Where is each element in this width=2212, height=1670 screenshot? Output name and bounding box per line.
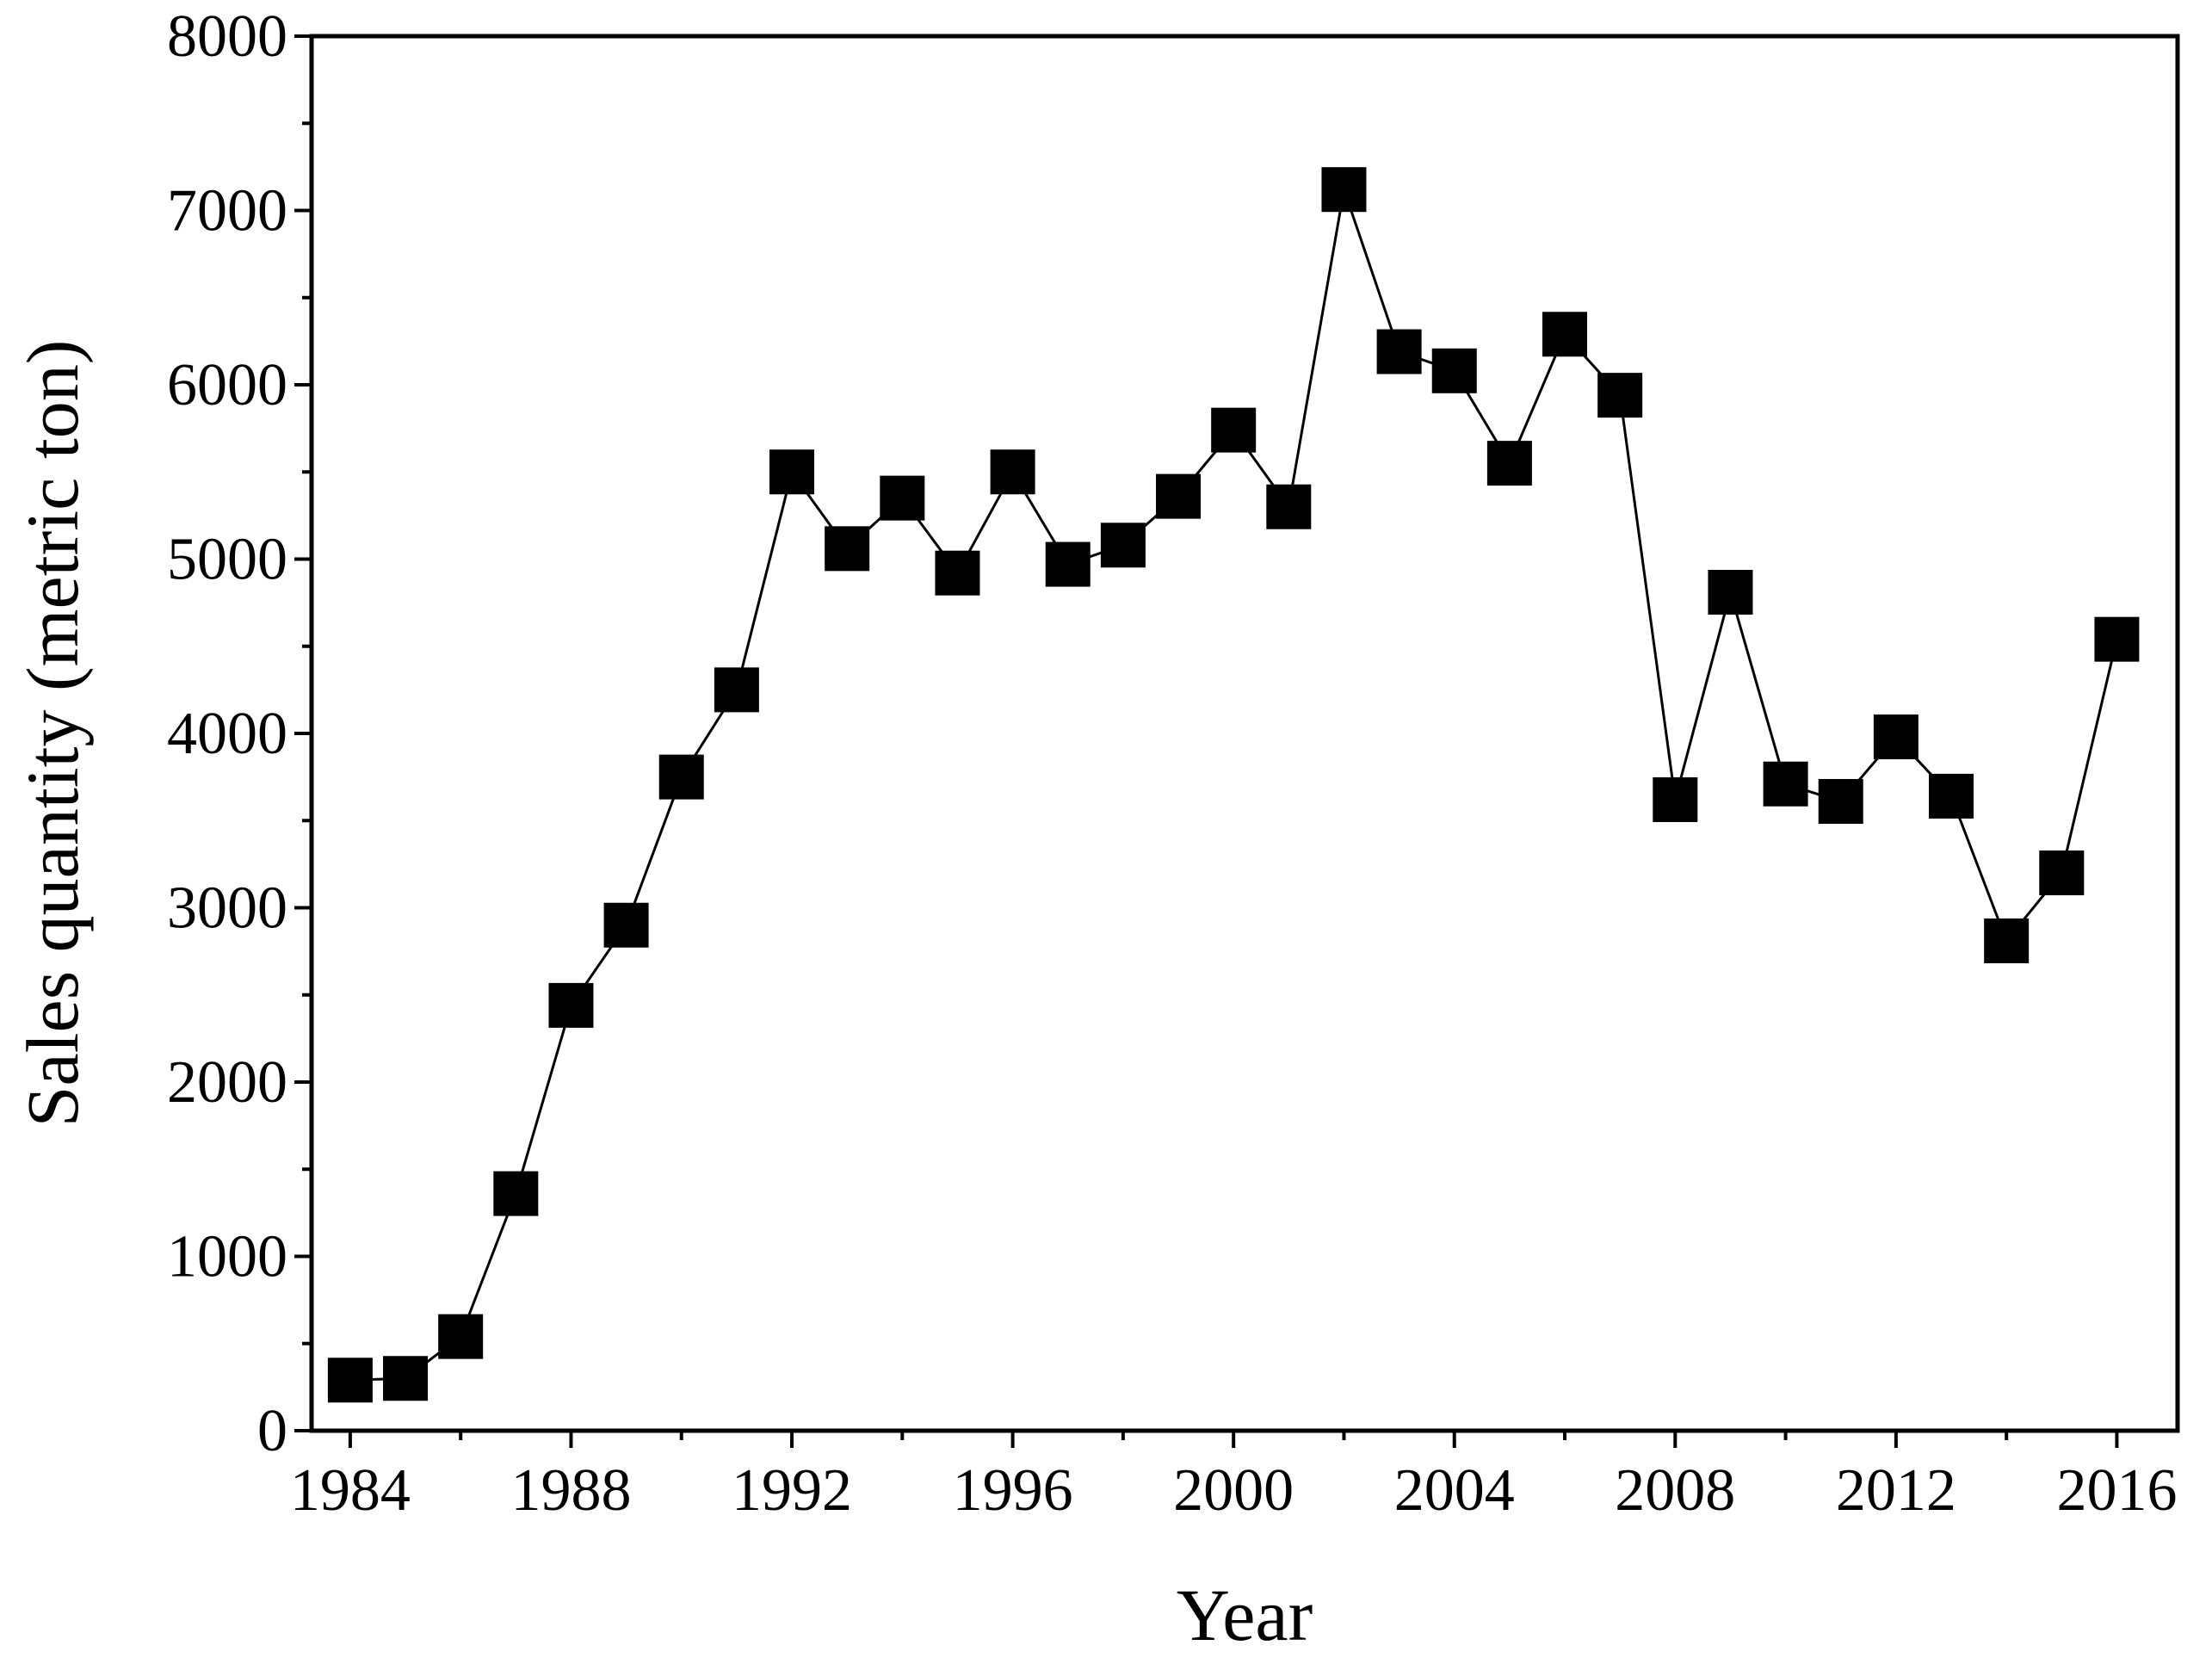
y-tick-label: 5000: [167, 527, 287, 593]
y-tick-label: 7000: [167, 178, 287, 244]
y-tick-label: 3000: [167, 875, 287, 942]
y-tick-label: 1000: [167, 1224, 287, 1290]
x-tick-label: 1992: [732, 1457, 852, 1524]
x-tick-label: 1988: [510, 1457, 631, 1524]
x-tick-label: 2008: [1615, 1457, 1735, 1524]
data-point-marker: [548, 982, 594, 1028]
y-tick-label: 0: [257, 1398, 287, 1464]
data-point-marker: [493, 1171, 539, 1216]
x-tick-label: 2012: [1836, 1457, 1956, 1524]
y-tick-label: 8000: [167, 3, 287, 70]
data-point-marker: [1708, 569, 1753, 615]
data-point-marker: [1929, 773, 1974, 819]
x-tick-label: 1984: [290, 1457, 411, 1524]
data-point-marker: [438, 1314, 484, 1359]
data-point-marker: [1542, 312, 1588, 357]
x-axis: 1984 1988 1992 1996 2000 2004 2008 2012 2016: [290, 1431, 2177, 1524]
data-point-marker: [1818, 778, 1863, 824]
data-point-marker: [658, 754, 704, 800]
data-point-marker: [825, 526, 870, 572]
y-tick-label: 6000: [167, 352, 287, 418]
series-markers: [327, 167, 2140, 1403]
data-point-marker: [990, 449, 1035, 495]
x-tick-label: 2004: [1394, 1457, 1515, 1524]
data-point-marker: [2094, 616, 2140, 662]
data-point-marker: [2039, 850, 2085, 895]
data-point-marker: [327, 1358, 373, 1403]
x-tick-label: 2000: [1173, 1457, 1294, 1524]
data-point-marker: [383, 1356, 429, 1401]
data-point-marker: [935, 550, 980, 596]
y-axis: 0 1000 2000 3000 4000 5000 6000 7000 8000: [167, 3, 312, 1464]
data-point-marker: [880, 475, 925, 521]
data-point-marker: [1763, 761, 1808, 807]
data-point-marker: [1376, 329, 1422, 374]
data-point-marker: [1266, 484, 1312, 529]
x-tick-label: 2016: [2056, 1457, 2177, 1524]
data-point-marker: [1486, 441, 1532, 486]
y-tick-label: 4000: [167, 701, 287, 767]
data-point-marker: [1156, 473, 1202, 519]
data-point-marker: [714, 667, 759, 713]
data-point-marker: [1045, 541, 1091, 587]
x-tick-label: 1996: [953, 1457, 1073, 1524]
y-axis-title: Sales quantity (metric ton): [11, 340, 94, 1128]
data-point-marker: [1100, 523, 1146, 568]
data-point-marker: [769, 449, 815, 495]
data-point-marker: [1211, 407, 1257, 453]
data-point-marker: [1321, 167, 1367, 213]
data-point-marker: [1873, 714, 1919, 760]
data-point-marker: [603, 902, 649, 948]
x-axis-title: Year: [1177, 1574, 1313, 1656]
y-tick-label: 2000: [167, 1049, 287, 1116]
data-point-marker: [1431, 348, 1477, 393]
data-point-marker: [1597, 373, 1643, 418]
data-point-marker: [1653, 776, 1698, 822]
data-point-marker: [1984, 918, 2030, 963]
